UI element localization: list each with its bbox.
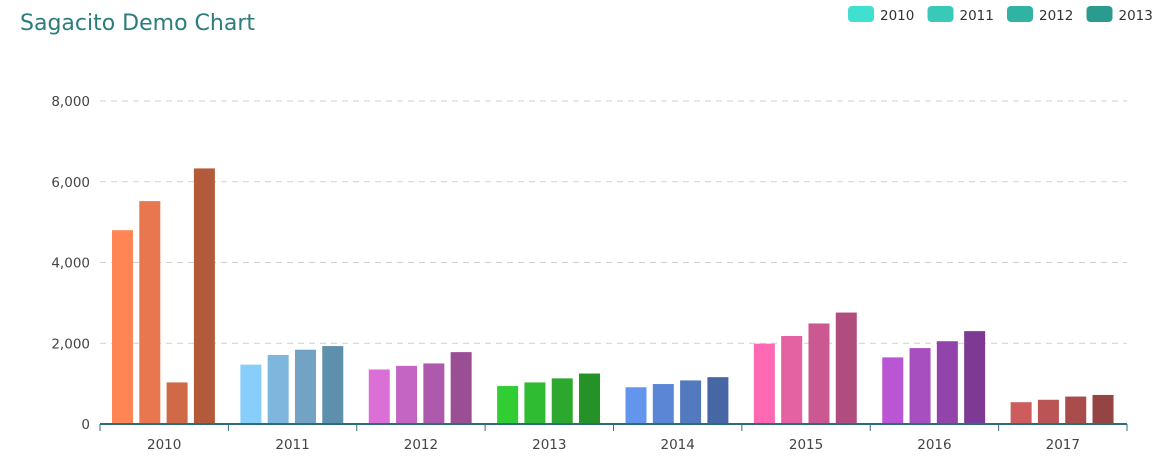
bar-2013-2010[interactable]: [497, 386, 519, 424]
bar-2017-2013[interactable]: [1092, 394, 1114, 424]
x-tick-label: 2010: [147, 437, 181, 453]
legend-label: 2013: [1119, 8, 1153, 24]
bar-2013-2011[interactable]: [524, 382, 546, 424]
legend-item-2010[interactable]: 2010: [848, 6, 914, 24]
x-tick-label: 2014: [661, 437, 695, 453]
y-tick-label: 4,000: [51, 256, 90, 272]
legend-item-2011[interactable]: 2011: [927, 6, 994, 24]
bar-2014-2013[interactable]: [707, 377, 729, 424]
legend-label: 2012: [1039, 8, 1073, 24]
bar-2015-2013[interactable]: [835, 312, 857, 424]
bar-2012-2011[interactable]: [396, 365, 418, 424]
bar-2012-2012[interactable]: [423, 363, 445, 424]
bar-2017-2012[interactable]: [1065, 396, 1087, 424]
bar-2011-2013[interactable]: [322, 346, 344, 424]
legend-label: 2011: [960, 8, 994, 24]
bar-2011-2011[interactable]: [267, 354, 289, 424]
bar-2015-2012[interactable]: [808, 323, 830, 424]
bar-2015-2011[interactable]: [781, 335, 803, 424]
bar-2017-2010[interactable]: [1010, 402, 1032, 424]
legend-swatch: [927, 6, 954, 22]
x-tick-label: 2013: [532, 437, 566, 453]
bar-2017-2011[interactable]: [1037, 399, 1059, 424]
bar-2011-2012[interactable]: [294, 349, 316, 424]
bar-2013-2013[interactable]: [579, 373, 601, 424]
legend-swatch: [848, 6, 874, 22]
legend-swatch: [1007, 6, 1033, 22]
chart-title: Sagacito Demo Chart: [20, 11, 255, 36]
bar-2013-2012[interactable]: [551, 378, 573, 424]
x-tick-label: 2012: [404, 437, 438, 453]
y-axis-labels: 0 2,000 4,000 6,000 8,000: [51, 94, 90, 433]
legend-item-2012[interactable]: 2012: [1007, 6, 1073, 24]
bar-2016-2012[interactable]: [936, 341, 958, 424]
bar-2015-2010[interactable]: [753, 343, 775, 424]
bar-2012-2010[interactable]: [368, 369, 390, 424]
bar-2014-2011[interactable]: [652, 384, 674, 424]
bar-2016-2013[interactable]: [964, 331, 986, 424]
bar-2010-2011[interactable]: [139, 201, 161, 424]
bar-2014-2012[interactable]: [680, 380, 702, 424]
legend-item-2013[interactable]: 2013: [1086, 6, 1153, 24]
x-tick-label: 2011: [275, 437, 309, 453]
y-tick-label: 6,000: [51, 175, 90, 191]
bar-2010-2012[interactable]: [166, 382, 188, 424]
bar-2014-2010[interactable]: [625, 387, 647, 424]
y-tick-label: 0: [81, 417, 90, 433]
bar-2012-2013[interactable]: [450, 352, 472, 424]
grid-lines: [100, 100, 1127, 344]
legend-label: 2010: [880, 8, 914, 24]
bar-2010-2010[interactable]: [112, 230, 133, 424]
x-axis: [99, 423, 1128, 431]
bars: [112, 168, 1114, 424]
bar-2011-2010[interactable]: [240, 364, 262, 424]
x-tick-label: 2016: [917, 437, 951, 453]
bar-2016-2011[interactable]: [909, 348, 931, 424]
x-tick-label: 2015: [789, 437, 823, 453]
legend[interactable]: 2010 2011 2012 2013: [848, 6, 1153, 24]
y-tick-label: 8,000: [51, 94, 90, 110]
bar-2016-2010[interactable]: [882, 357, 904, 424]
legend-swatch: [1086, 6, 1113, 22]
x-tick-label: 2017: [1046, 437, 1080, 453]
x-axis-labels: 2010 2011 2012 2013 2014 2015 2016 2017: [147, 437, 1080, 453]
y-tick-label: 2,000: [51, 336, 90, 352]
bar-2010-2013[interactable]: [193, 168, 215, 424]
